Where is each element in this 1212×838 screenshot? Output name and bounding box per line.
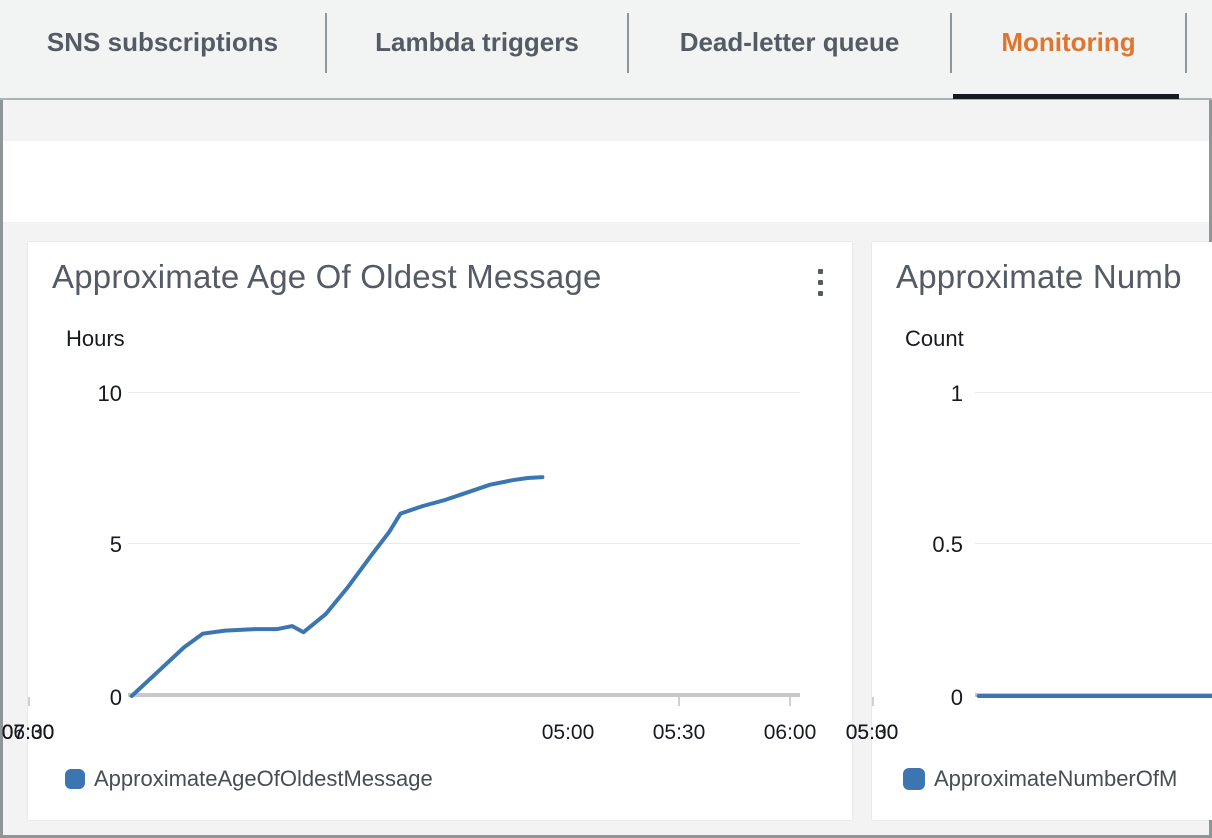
tab-bar: SNS subscriptions Lambda triggers Dead-l… bbox=[0, 0, 1212, 100]
legend-label: ApproximateAgeOfOldestMessage bbox=[94, 766, 433, 791]
active-tab-underline bbox=[953, 94, 1179, 99]
chart-card-age-of-oldest-message: Approximate Age Of Oldest Message Hours … bbox=[2, 242, 852, 820]
gridline bbox=[128, 543, 800, 544]
x-tick-label: 06:30 bbox=[1, 721, 55, 744]
chart-title: Approximate Numb bbox=[896, 258, 1182, 295]
x-tick-mark bbox=[28, 697, 30, 706]
ellipsis-icon bbox=[817, 290, 823, 296]
tab-label: SNS subscriptions bbox=[46, 27, 279, 57]
legend-swatch-icon bbox=[65, 769, 85, 789]
x-axis-line bbox=[128, 693, 800, 697]
tab-divider bbox=[950, 13, 952, 73]
tab-sns-subscriptions[interactable]: SNS subscriptions bbox=[0, 0, 325, 98]
ellipsis-icon bbox=[817, 279, 823, 285]
legend-label: ApproximateNumberOfM bbox=[934, 766, 1178, 791]
chart-legend: ApproximateAgeOfOldestMessage bbox=[65, 766, 433, 792]
line-chart-plot bbox=[976, 694, 1212, 698]
tab-label: Monitoring bbox=[1001, 27, 1136, 57]
x-tick-label: 05:00 bbox=[845, 721, 899, 744]
x-tick-label: 05:00 bbox=[541, 721, 595, 744]
x-tick-mark bbox=[678, 697, 680, 706]
tab-label: Dead-letter queue bbox=[679, 27, 900, 57]
x-tick-label: 07:00 bbox=[1, 721, 55, 744]
y-tick-label: 0 bbox=[109, 685, 122, 710]
tab-divider bbox=[325, 13, 327, 73]
tab-divider bbox=[1185, 13, 1187, 73]
gridline bbox=[128, 392, 800, 393]
chart-card-approximate-number: Approximate Numb Count 1 0.5 0 05:00 05:… bbox=[846, 242, 1212, 820]
tab-monitoring[interactable]: Monitoring bbox=[952, 0, 1185, 98]
y-axis-unit-label: Hours bbox=[66, 326, 125, 351]
y-tick-label: 5 bbox=[109, 532, 122, 557]
y-axis-unit-label: Count bbox=[905, 326, 964, 351]
chart-menu-button[interactable] bbox=[804, 260, 836, 304]
chart-title: Approximate Age Of Oldest Message bbox=[52, 258, 602, 295]
toolbar-band bbox=[3, 141, 1209, 222]
tab-lambda-triggers[interactable]: Lambda triggers bbox=[327, 0, 627, 98]
x-tick-mark bbox=[789, 697, 791, 706]
ellipsis-icon bbox=[817, 268, 823, 274]
y-tick-label: 1 bbox=[950, 381, 963, 406]
x-tick-label: 05:30 bbox=[845, 721, 899, 744]
x-tick-label: 05:30 bbox=[652, 721, 706, 744]
tab-label: Lambda triggers bbox=[375, 27, 579, 57]
x-tick-label: 07:30 bbox=[1, 721, 55, 744]
legend-swatch-icon bbox=[903, 768, 925, 790]
gridline bbox=[975, 392, 1212, 393]
y-tick-label: 0 bbox=[950, 685, 963, 710]
x-tick-label: 06:00 bbox=[763, 721, 817, 744]
y-tick-label: 10 bbox=[97, 381, 122, 406]
gridline bbox=[975, 543, 1212, 544]
y-tick-label: 0.5 bbox=[932, 532, 963, 557]
tab-dead-letter-queue[interactable]: Dead-letter queue bbox=[629, 0, 950, 98]
x-tick-mark bbox=[872, 697, 874, 706]
line-chart-plot bbox=[129, 475, 545, 698]
chart-legend: ApproximateNumberOfM bbox=[903, 766, 1177, 792]
tab-divider bbox=[627, 13, 629, 73]
